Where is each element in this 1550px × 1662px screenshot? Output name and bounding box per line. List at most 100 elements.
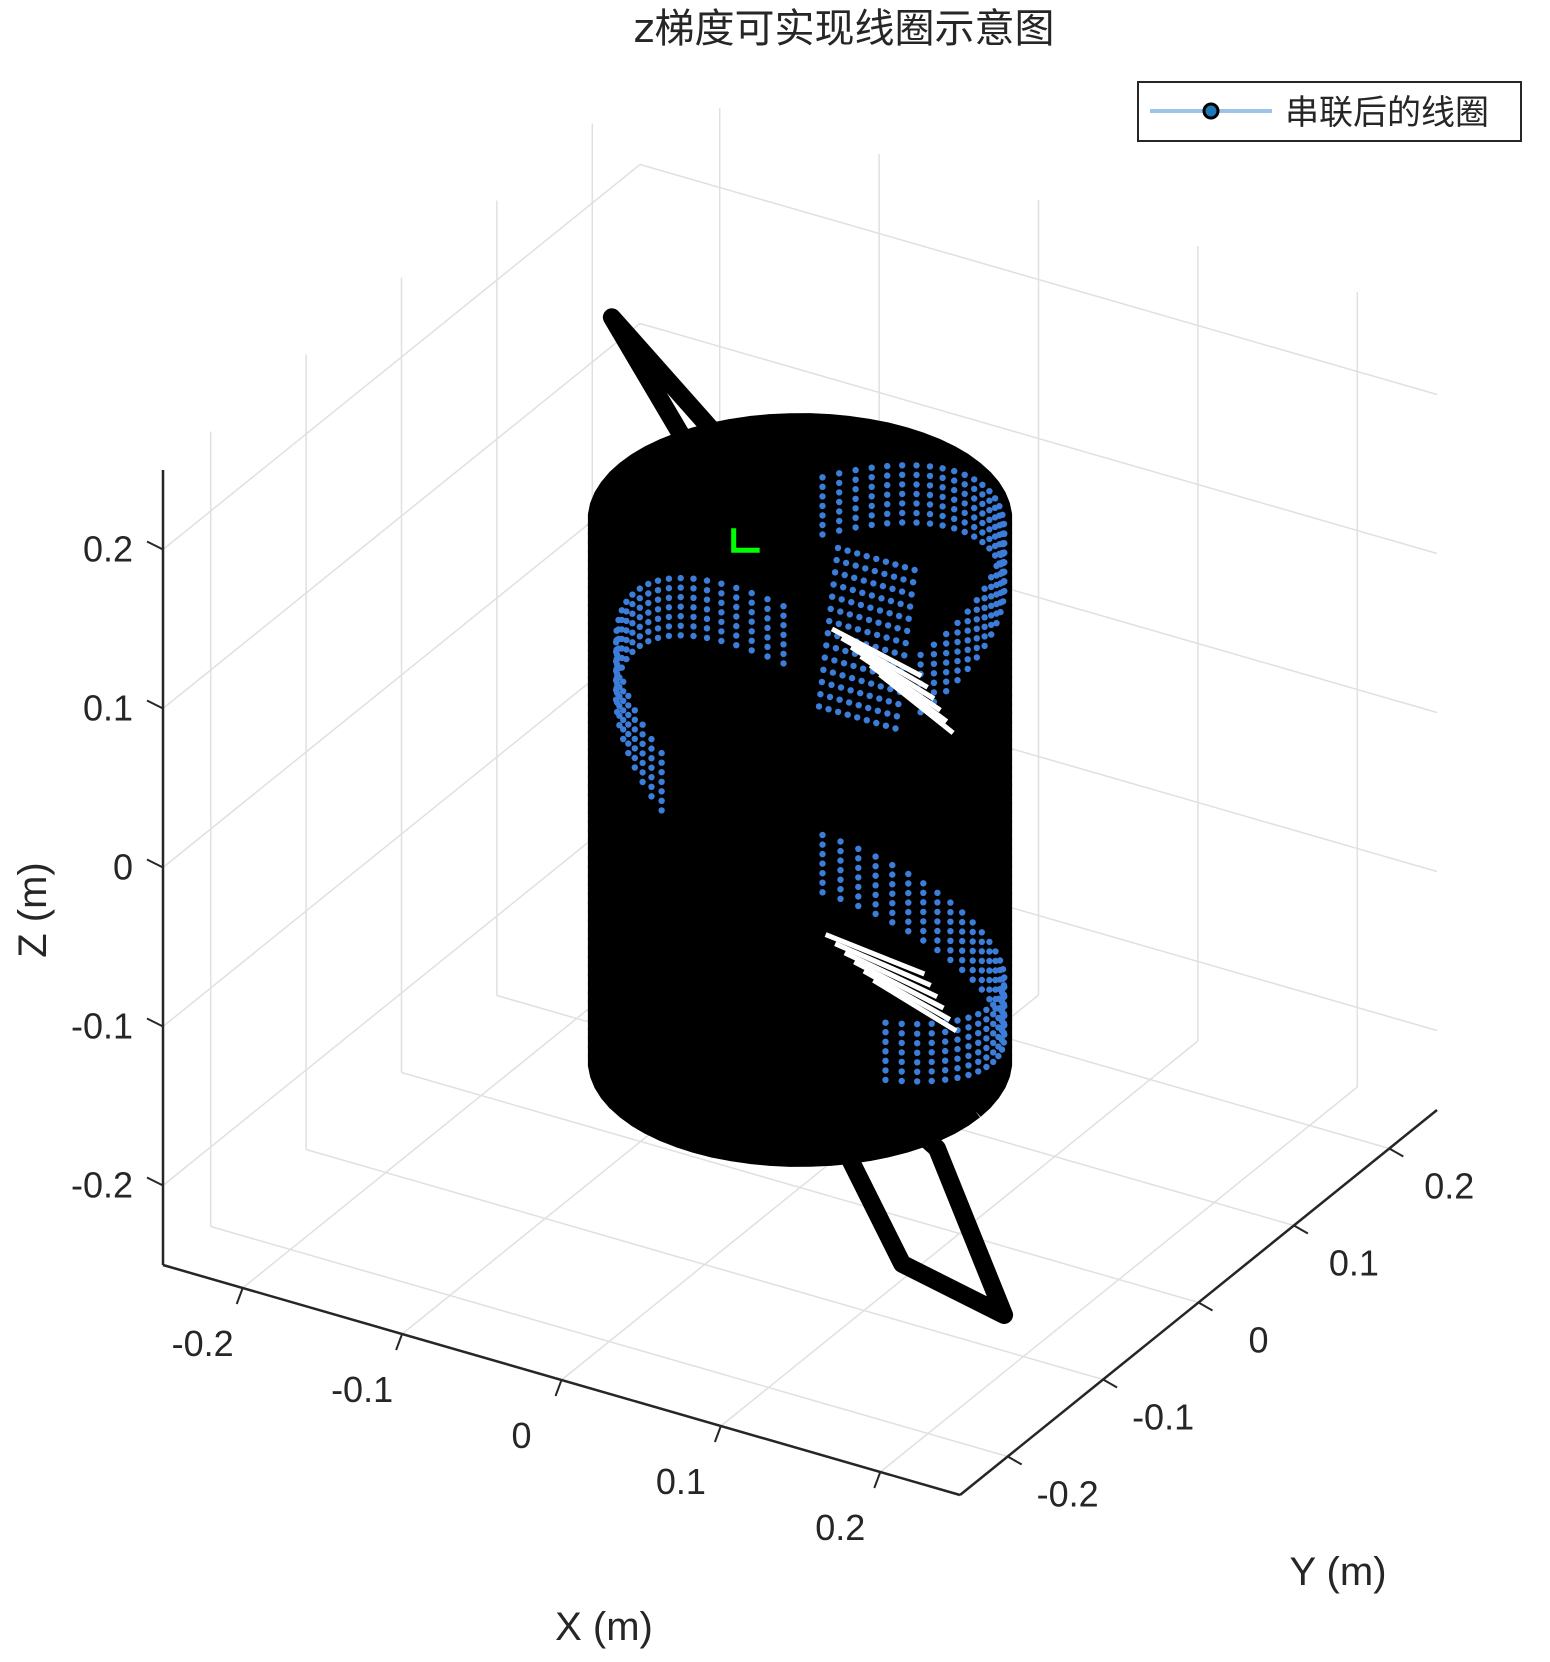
pt-bot-5-24 (905, 918, 912, 925)
pt-bot-2-29 (819, 850, 826, 858)
pt-top-6-5 (973, 654, 980, 661)
pt-mid-3-7 (677, 603, 684, 610)
pt-bot-2-19 (969, 938, 976, 945)
pt-bot-3-20 (959, 937, 966, 945)
pt-top-6-29 (819, 531, 826, 538)
pt-bot-3-19 (969, 947, 976, 955)
pt-bot-2-6 (965, 1033, 972, 1041)
pt-mid-0-6 (690, 575, 697, 582)
pt-bot-3-5 (954, 1045, 961, 1053)
pt-bot-5-1 (898, 1068, 905, 1075)
pt-mid-6-19 (616, 722, 623, 729)
pt-top-4-20 (951, 506, 958, 513)
pt-mid-0-7 (677, 574, 684, 582)
pt-top-1-21 (939, 474, 946, 481)
x-tick-0 (235, 1287, 244, 1305)
pt-top-3-4 (964, 637, 971, 644)
pt-drop-2-3 (849, 586, 856, 594)
pt-drop-0-1 (833, 556, 840, 564)
y-tick-label-2: 0 (1248, 1320, 1268, 1361)
pt-top-0-1 (930, 641, 938, 648)
pt-bot-5-21 (947, 947, 954, 954)
pt-top-0-16 (986, 488, 993, 495)
pt-drop-3-13 (844, 711, 851, 718)
pt-top-3-5 (973, 625, 980, 632)
pt-bot-1-24 (905, 880, 912, 887)
pt-top-0-2 (943, 630, 950, 638)
pt-mid-3-4 (718, 609, 725, 616)
pt-drop-6-5 (884, 622, 892, 629)
pt-mid-3-10 (645, 609, 652, 616)
pt-mid-2-23 (639, 740, 646, 747)
pt-drop-1-3 (840, 584, 847, 591)
pt-top-2-27 (852, 486, 859, 493)
pt-mid-5-24 (648, 783, 655, 790)
pt-drop-3-10 (848, 674, 856, 682)
pt-top-5-4 (964, 656, 971, 663)
pt-top-1-5 (973, 606, 980, 613)
gap-bot-5 (872, 978, 958, 1034)
pt-mid-2-10 (645, 599, 652, 607)
pt-top-6-22 (926, 520, 934, 527)
pt-top-3-26 (868, 493, 875, 500)
pt-mid-5-13 (623, 646, 630, 653)
pt-drop-0-10 (820, 666, 827, 673)
pt-mid-2-22 (631, 726, 638, 733)
pt-drop-5-4 (876, 607, 884, 614)
pt-bot-3-27 (855, 874, 862, 881)
pt-bot-3-1 (898, 1049, 905, 1056)
pt-drop-8-3 (906, 603, 914, 610)
pt-top-4-16 (986, 526, 993, 533)
pt-mid-4-1 (764, 634, 771, 641)
legend-marker (1202, 102, 1220, 120)
pt-drop-8-1 (909, 579, 917, 586)
pt-drop-7-3 (897, 600, 904, 607)
pt-top-3-21 (939, 493, 946, 501)
pt-bot-6-13 (1001, 1031, 1008, 1038)
pt-mid-0-21 (625, 692, 632, 700)
pt-mid-5-5 (703, 625, 711, 632)
pt-bot-0-17 (986, 938, 993, 946)
pt-top-5-18 (971, 523, 978, 531)
pt-top-4-24 (899, 500, 906, 507)
pt-mid-5-10 (645, 628, 652, 635)
pt-mid-2-7 (677, 593, 684, 601)
pt-bot-1-28 (837, 847, 844, 855)
pt-top-3-3 (954, 648, 961, 655)
pt-top-3-22 (926, 491, 934, 499)
pt-top-0-22 (926, 463, 934, 470)
pt-drop-5-11 (866, 692, 873, 699)
pt-bot-4-7 (975, 1049, 982, 1056)
pt-bot-2-4 (942, 1038, 949, 1045)
pt-mid-4-4 (718, 618, 725, 626)
legend[interactable]: 串联后的线圈 (1137, 81, 1522, 142)
pt-bot-6-14 (999, 1023, 1007, 1030)
pt-mid-1-7 (677, 584, 684, 591)
pt-drop-3-12 (845, 699, 853, 706)
gap-bot-1 (834, 941, 932, 988)
pt-bot-5-19 (969, 966, 976, 974)
pt-drop-2-9 (840, 660, 848, 667)
pt-mid-3-5 (703, 606, 711, 613)
pt-drop-2-4 (848, 599, 855, 606)
pt-drop-0-5 (827, 605, 834, 613)
x-tick-1 (395, 1333, 404, 1351)
pt-bot-0-26 (872, 853, 879, 860)
pt-top-1-19 (961, 481, 968, 488)
z-tick-label-2: 0 (113, 847, 133, 888)
pt-drop-4-0 (873, 555, 880, 563)
pt-mid-3-1 (764, 624, 771, 632)
pt-drop-3-11 (847, 687, 854, 694)
pt-mid-3-22 (631, 735, 638, 743)
pt-bot-6-29 (819, 889, 826, 896)
pt-bot-2-5 (954, 1036, 961, 1043)
pt-drop-6-7 (882, 646, 889, 653)
pt-drop-3-0 (863, 553, 870, 560)
pt-mid-6-21 (625, 749, 632, 757)
pt-bot-5-17 (986, 986, 993, 993)
pt-mid-6-7 (677, 632, 684, 639)
pt-drop-7-0 (901, 564, 909, 571)
pt-bot-4-4 (942, 1057, 949, 1064)
pt-mid-1-10 (645, 590, 652, 597)
pt-mid-6-4 (718, 637, 725, 645)
